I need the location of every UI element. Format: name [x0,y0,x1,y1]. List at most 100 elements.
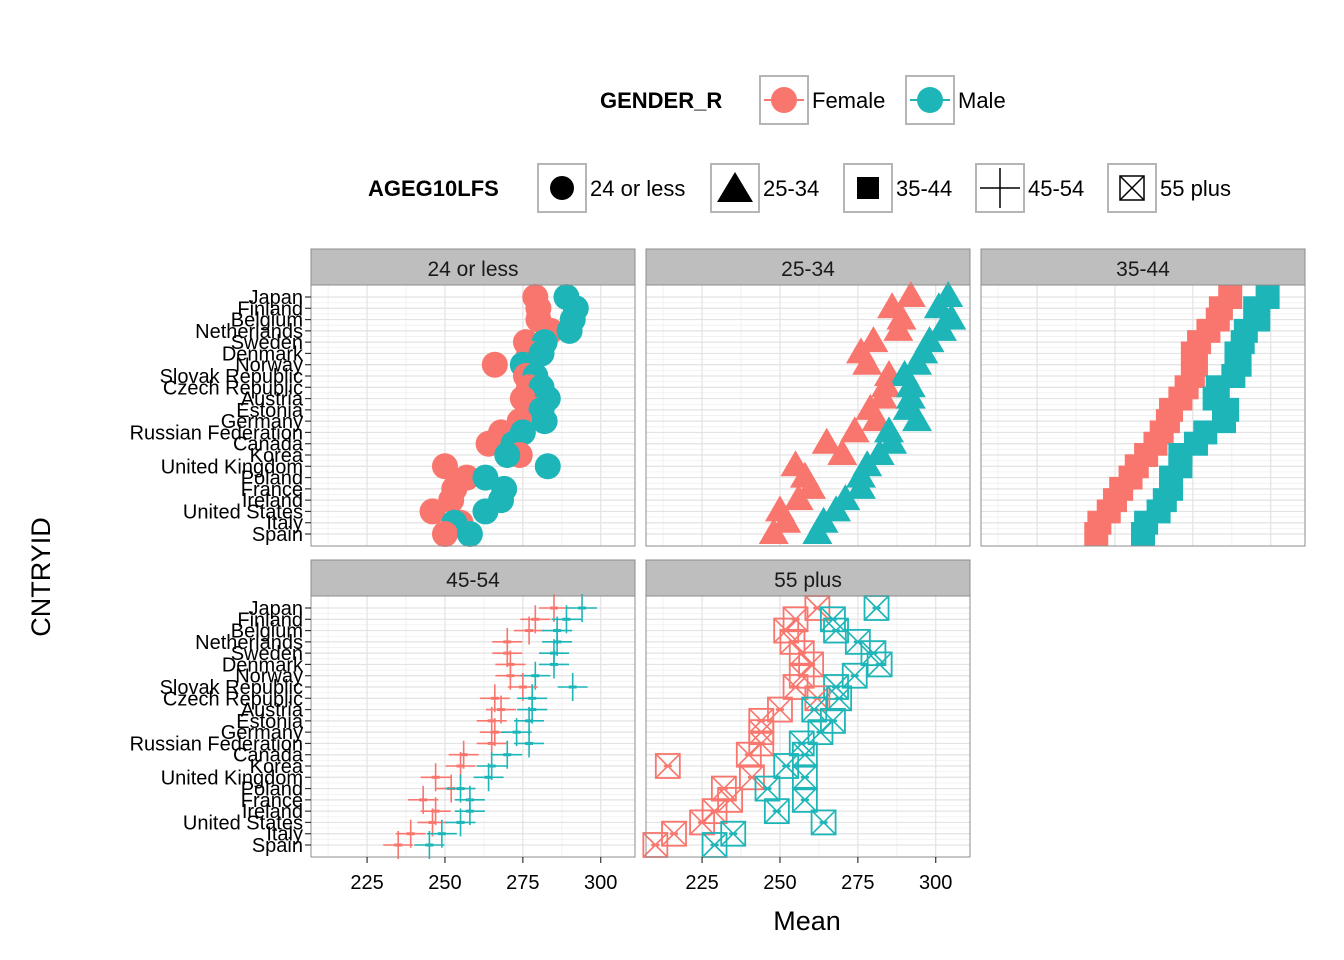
y-tick-label: Estonia [236,711,304,733]
data-point-female [735,741,762,768]
data-point-female [408,785,439,814]
data-point-female [642,832,669,858]
data-point-female [796,472,827,499]
x-tick-label: 225 [350,872,383,894]
data-point-male [492,740,523,769]
age-legend: AGEG10LFS 24 or less 25-34 35-44 45-54 [368,163,1231,213]
data-point-male [472,464,499,491]
facet-strip [310,559,636,597]
y-tick-label: Ireland [242,801,303,823]
data-point-female [514,616,545,645]
legend-label-55-plus: 55 plus [1160,176,1231,201]
data-point-female [481,351,508,378]
facet-strip-label: 35-44 [1116,258,1170,281]
data-point-male [923,292,954,319]
y-axis-title: CNTRYID [26,517,56,637]
y-tick-label: Estonia [236,400,304,422]
facet-panel-35-44: 35-44 [980,248,1306,547]
y-tick-label: United States [183,501,303,523]
data-point-male [821,495,852,522]
data-point-male [791,764,818,791]
y-tick-label: Poland [241,468,303,490]
legend-label-male: Male [958,88,1006,113]
legend-key-boxcross [1107,163,1157,213]
y-tick-label: Slovak Republic [160,677,303,699]
data-point-male [826,685,853,712]
y-tick-label: Germany [221,722,303,744]
legend-key-female [759,75,809,125]
data-point-male [456,521,483,547]
data-point-female [654,753,681,779]
facet-strip-label: 24 or less [427,258,518,281]
data-point-female [419,498,446,525]
panel-border [645,595,971,858]
y-tick-label: Germany [221,411,303,433]
facet-panels: 24 or lessJapanFinlandBelgiumNetherlands… [130,248,1306,894]
legend-key-male [905,75,955,125]
facet-strip [645,559,971,597]
panel-border [310,284,636,547]
y-tick-label: Finland [237,298,303,320]
data-point-male [823,617,849,644]
legend-label-25-34: 25-34 [763,176,819,201]
y-tick-label: Belgium [231,621,303,643]
data-point-female [383,831,414,859]
data-point-male [534,453,561,480]
y-tick-label: Spain [252,524,303,546]
data-point-male [810,809,837,836]
y-tick-label: Norway [235,355,303,377]
legend-key-cross [975,163,1025,213]
data-point-female [520,605,551,634]
data-point-male [877,427,908,454]
gender-legend-title: GENDER_R [600,88,722,113]
y-tick-label: Spain [252,835,303,857]
y-tick-label: Netherlands [195,321,303,343]
data-point-male [472,498,499,525]
facet-strip-label: 55 plus [774,569,842,592]
panel-border [310,595,636,858]
y-tick-label: Denmark [222,343,304,365]
x-tick-label: 300 [919,872,952,894]
legend-label-35-44: 35-44 [896,176,952,201]
data-point-male [531,408,558,435]
data-point-male [926,314,957,341]
y-tick-label: Sweden [231,332,303,354]
data-point-female [420,763,451,792]
data-point-male [720,820,747,847]
x-axis-title: Mean [773,906,841,936]
y-tick-label: Belgium [231,310,303,332]
data-point-male [426,819,457,848]
facet-strip [980,248,1306,286]
gender-legend: GENDER_R Female Male [600,75,1006,125]
legend-label-24-or-less: 24 or less [590,176,685,201]
y-tick-label: Austria [241,389,304,411]
facet-strip-label: 45-54 [446,569,500,592]
facet-panel-25-34: 25-34 [645,248,971,547]
age-legend-title: AGEG10LFS [368,176,499,201]
data-point-female [539,594,569,622]
data-point-female [861,405,892,432]
y-tick-label: Canada [233,745,304,767]
y-tick-label: Russian Federation [130,733,303,755]
data-point-male [866,651,893,678]
y-tick-label: France [241,479,303,501]
y-tick-label: Czech Republic [163,377,303,399]
facet-strip [310,248,636,286]
legend-key-triangle [710,163,760,213]
data-point-female [479,684,510,713]
facet-panel-55-plus: 55 plus 225 250 275 300 [642,559,971,894]
data-point-male [528,340,555,367]
data-point-male [414,831,445,859]
data-point-female [438,487,465,514]
y-tick-label: Austria [241,700,304,722]
y-tick-label: Japan [249,287,304,309]
legend-key-square [843,163,893,213]
data-point-female [867,382,898,409]
y-tick-label: United States [183,812,303,834]
y-tick-label: Norway [235,666,303,688]
data-point-female [858,326,889,353]
facet-panel-45-54: 45-54 JapanFinlandBelgiumNetherlandsSwede… [130,559,636,894]
data-point-male [902,348,933,375]
data-point-male [557,673,588,701]
